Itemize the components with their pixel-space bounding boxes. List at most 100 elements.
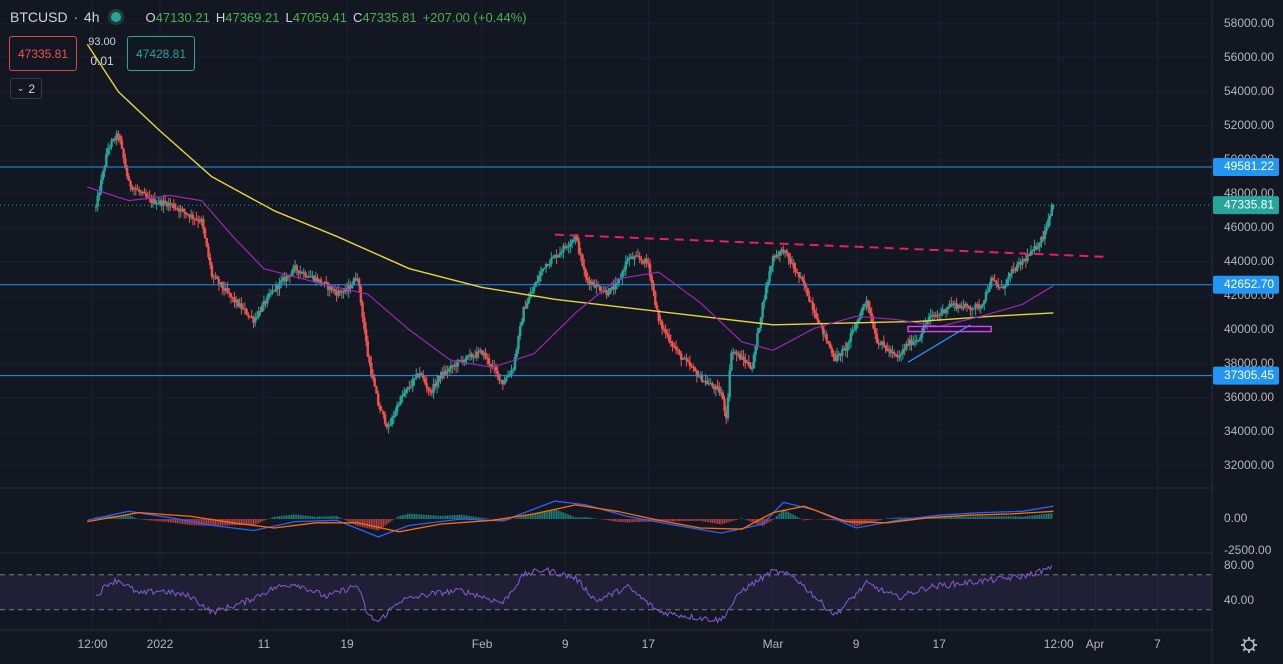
horizontal-level-price-tag-background [1213, 366, 1279, 385]
candle-body [202, 218, 205, 229]
candle-body [841, 349, 844, 357]
interval-label[interactable]: 4h [83, 9, 100, 25]
candle-body [352, 278, 356, 285]
sell-button[interactable]: 47335.81 [9, 36, 77, 71]
candle-body [150, 198, 153, 203]
candle-body [835, 354, 839, 362]
candle-body [162, 200, 165, 206]
candle-body [401, 396, 404, 398]
symbol-name[interactable]: BTCUSD [10, 9, 68, 25]
candle-body [402, 393, 406, 397]
candle-body [628, 257, 631, 260]
close-value: 47335.81 [362, 9, 417, 25]
candle-body [241, 308, 245, 310]
time-axis[interactable]: 12:00 2022 11 19 Feb 9 17 Mar 9 17 12:00 Apr 7 [77, 637, 1161, 651]
candle-body [725, 411, 728, 418]
moving-average-yellow [86, 43, 1054, 326]
candle-body [451, 365, 454, 367]
candle-body [525, 303, 529, 309]
candle-body [245, 309, 248, 315]
price-axis[interactable]: 32000.00 34000.00 36000.00 38000.00 40000.00… [1213, 0, 1283, 664]
candle-body [229, 293, 233, 297]
macd-tick-label: -2500.00 [1224, 543, 1272, 557]
candle-body [170, 203, 174, 205]
candle-body [939, 313, 943, 316]
candle-body [972, 308, 976, 310]
candle-body [468, 354, 472, 356]
candle-body [823, 334, 827, 336]
candle-body [371, 374, 375, 379]
candle-body [309, 276, 312, 278]
candle-body [709, 383, 712, 385]
candle-body [893, 351, 896, 355]
price-axis-background [1213, 0, 1283, 664]
candle-body [118, 136, 122, 141]
chart-grid [0, 0, 1212, 630]
candle-body [605, 290, 608, 296]
candle-body [439, 375, 442, 379]
candle-body [479, 350, 482, 352]
gear-tooth [1251, 638, 1256, 643]
candle-body [624, 261, 628, 270]
candle-body [305, 276, 309, 278]
price-tick-label: 52000.00 [1224, 118, 1274, 132]
candle-body [231, 296, 234, 298]
candle-body [515, 349, 518, 358]
indicators-toggle-button[interactable]: ⌄ 2 [10, 78, 42, 99]
candle-body [970, 309, 974, 311]
candle-body [581, 254, 584, 266]
candle-body [667, 334, 671, 342]
rsi-line [95, 565, 1053, 624]
candle-body [434, 383, 437, 387]
candle-body [853, 329, 856, 331]
candle-body [179, 208, 182, 212]
candle-body [404, 389, 408, 394]
candle-body [645, 258, 648, 263]
candle-body [614, 283, 617, 290]
last-price-tag: 47335.81 [1224, 197, 1274, 211]
candle-body [879, 343, 882, 345]
candle-body [1040, 236, 1043, 244]
candle-body [432, 383, 435, 394]
candle-body [1029, 250, 1033, 256]
candle-body [257, 311, 260, 318]
candle-body [274, 285, 278, 291]
rsi-band-fill [0, 574, 1212, 610]
macd-pane [87, 500, 1054, 538]
settings-gear-icon[interactable] [1241, 637, 1257, 653]
candle-body [946, 307, 950, 310]
candle-body [828, 343, 832, 348]
candle-body [626, 259, 629, 262]
candle-body [996, 284, 1000, 287]
candle-body [546, 264, 550, 266]
candle-body [660, 321, 664, 329]
candle-body [991, 278, 995, 281]
buy-button[interactable]: 47428.81 [127, 36, 195, 71]
candle-body [886, 347, 889, 352]
candle-body [728, 370, 731, 398]
candle-body [357, 278, 361, 287]
candle-body [489, 364, 492, 367]
candle-body [735, 352, 738, 355]
spread-display: 93.00 0.01 [80, 33, 124, 71]
candle-body [969, 307, 972, 311]
candle-body [151, 198, 155, 203]
candle-body [802, 280, 806, 286]
candle-body [917, 339, 920, 341]
candle-body [513, 357, 517, 370]
candle-body [465, 355, 468, 360]
candle-body [163, 200, 167, 203]
candle-body [882, 341, 886, 346]
candle-body [570, 240, 574, 244]
candle-body [1041, 236, 1045, 240]
candle-body [110, 141, 113, 148]
candle-body [413, 378, 416, 380]
time-tick-label: 17 [933, 637, 947, 651]
candle-body [376, 393, 380, 406]
candle-body [711, 383, 714, 387]
candle-body [183, 209, 186, 213]
candle-body [557, 254, 560, 258]
candle-body [228, 292, 231, 294]
